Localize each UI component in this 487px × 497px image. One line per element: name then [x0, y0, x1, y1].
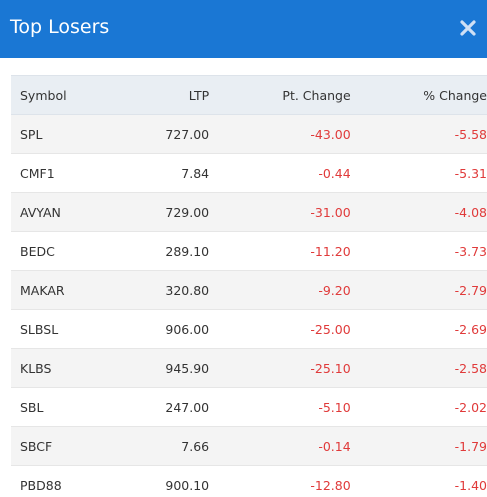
pct-change-cell: -2.02 — [350, 387, 487, 427]
ltp-cell: 727.00 — [121, 114, 210, 154]
symbol-cell: PBD88 — [11, 465, 122, 497]
modal-header: Top Losers — [0, 0, 487, 58]
pt-change-cell: -25.00 — [209, 309, 351, 349]
table-header-row: Symbol LTP Pt. Change % Change — [11, 75, 487, 115]
symbol-cell: CMF1 — [11, 153, 122, 193]
symbol-cell: KLBS — [11, 348, 122, 388]
pct-change-cell: -1.40 — [350, 465, 487, 497]
pt-change-cell: -12.80 — [209, 465, 351, 497]
losers-table-container: Symbol LTP Pt. Change % Change SPL 727.00… — [11, 75, 487, 497]
column-header-ltp[interactable]: LTP — [121, 75, 210, 115]
pt-change-cell: -9.20 — [209, 270, 351, 310]
symbol-cell: BEDC — [11, 231, 122, 271]
ltp-cell: 7.84 — [121, 153, 210, 193]
ltp-cell: 906.00 — [121, 309, 210, 349]
pct-change-cell: -2.58 — [350, 348, 487, 388]
pt-change-cell: -0.44 — [209, 153, 351, 193]
table-row[interactable]: SLBSL 906.00 -25.00 -2.69 — [11, 309, 487, 349]
pt-change-cell: -5.10 — [209, 387, 351, 427]
table-row[interactable]: PBD88 900.10 -12.80 -1.40 — [11, 465, 487, 497]
pct-change-cell: -2.79 — [350, 270, 487, 310]
losers-table: Symbol LTP Pt. Change % Change SPL 727.00… — [11, 75, 487, 497]
pct-change-cell: -3.73 — [350, 231, 487, 271]
ltp-cell: 289.10 — [121, 231, 210, 271]
ltp-cell: 7.66 — [121, 426, 210, 466]
table-row[interactable]: KLBS 945.90 -25.10 -2.58 — [11, 348, 487, 388]
pt-change-cell: -25.10 — [209, 348, 351, 388]
symbol-cell: SBL — [11, 387, 122, 427]
pt-change-cell: -43.00 — [209, 114, 351, 154]
table-row[interactable]: MAKAR 320.80 -9.20 -2.79 — [11, 270, 487, 310]
ltp-cell: 729.00 — [121, 192, 210, 232]
pct-change-cell: -5.31 — [350, 153, 487, 193]
pt-change-cell: -0.14 — [209, 426, 351, 466]
table-row[interactable]: AVYAN 729.00 -31.00 -4.08 — [11, 192, 487, 232]
ltp-cell: 320.80 — [121, 270, 210, 310]
table-row[interactable]: BEDC 289.10 -11.20 -3.73 — [11, 231, 487, 271]
ltp-cell: 247.00 — [121, 387, 210, 427]
pct-change-cell: -4.08 — [350, 192, 487, 232]
table-row[interactable]: SPL 727.00 -43.00 -5.58 — [11, 114, 487, 154]
table-row[interactable]: SBL 247.00 -5.10 -2.02 — [11, 387, 487, 427]
ltp-cell: 900.10 — [121, 465, 210, 497]
pct-change-cell: -2.69 — [350, 309, 487, 349]
column-header-pt-change[interactable]: Pt. Change — [209, 75, 351, 115]
symbol-cell: SLBSL — [11, 309, 122, 349]
table-row[interactable]: CMF1 7.84 -0.44 -5.31 — [11, 153, 487, 193]
symbol-cell: AVYAN — [11, 192, 122, 232]
symbol-cell: MAKAR — [11, 270, 122, 310]
modal-title: Top Losers — [10, 16, 110, 38]
pct-change-cell: -5.58 — [350, 114, 487, 154]
pt-change-cell: -11.20 — [209, 231, 351, 271]
close-icon[interactable] — [458, 18, 478, 38]
table-row[interactable]: SBCF 7.66 -0.14 -1.79 — [11, 426, 487, 466]
symbol-cell: SBCF — [11, 426, 122, 466]
column-header-pct-change[interactable]: % Change — [350, 75, 487, 115]
pt-change-cell: -31.00 — [209, 192, 351, 232]
ltp-cell: 945.90 — [121, 348, 210, 388]
symbol-cell: SPL — [11, 114, 122, 154]
column-header-symbol[interactable]: Symbol — [11, 75, 122, 115]
pct-change-cell: -1.79 — [350, 426, 487, 466]
